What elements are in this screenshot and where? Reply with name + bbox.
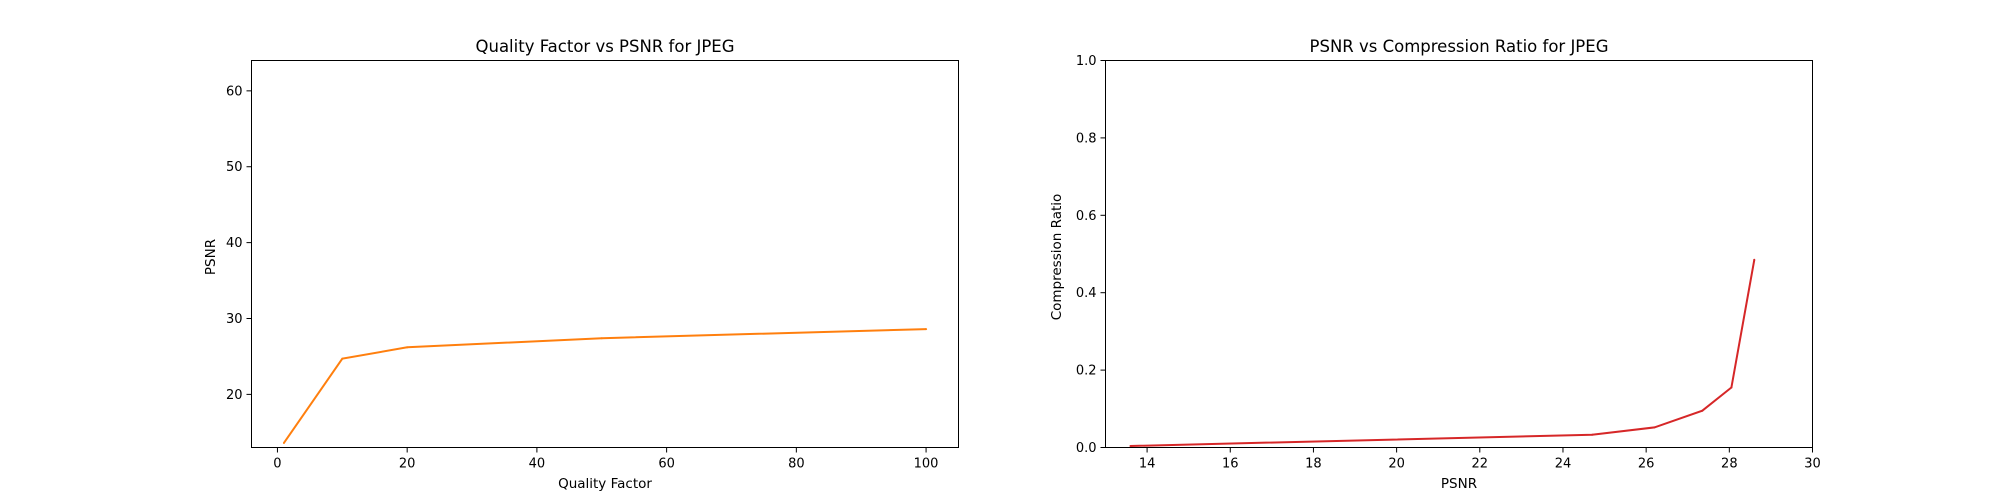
- left-ticks: 0 20 40 60 80 100 20 30 40 50 60: [226, 84, 939, 471]
- right-data-point: [1129, 444, 1132, 447]
- left-data-point: [925, 328, 928, 331]
- left-x-tick-label: 100: [914, 457, 939, 472]
- right-y-axis-label: Compression Ratio: [1049, 194, 1065, 321]
- right-y-tick-label: 1.0: [1076, 54, 1097, 69]
- right-plot: PSNR vs Compression Ratio for JPEG PSNR …: [1049, 37, 1821, 492]
- right-x-tick-label: 22: [1472, 457, 1489, 472]
- left-data-point: [600, 337, 603, 340]
- right-data-point: [1730, 386, 1733, 389]
- right-data-point: [1653, 426, 1656, 429]
- left-data-point: [406, 346, 409, 349]
- left-plot-frame: [251, 60, 959, 448]
- left-x-tick-label: 80: [788, 457, 805, 472]
- left-y-tick-label: 40: [226, 236, 243, 251]
- right-x-tick-label: 28: [1721, 457, 1738, 472]
- right-y-tick-label: 0.4: [1076, 286, 1097, 301]
- left-x-tick-label: 60: [658, 457, 675, 472]
- left-data-point: [341, 357, 344, 360]
- right-data-point: [1753, 258, 1756, 261]
- left-data-points: [282, 328, 928, 444]
- right-x-axis-label: PSNR: [1441, 476, 1477, 492]
- left-x-tick-label: 40: [529, 457, 546, 472]
- right-plot-frame: [1105, 60, 1813, 448]
- right-x-tick-label: 20: [1388, 457, 1405, 472]
- right-y-tick-label: 0.2: [1076, 364, 1097, 379]
- right-data-line: [1130, 259, 1756, 447]
- right-x-tick-label: 24: [1555, 457, 1572, 472]
- left-y-tick-label: 30: [226, 312, 243, 327]
- right-data-point: [1591, 433, 1594, 436]
- left-y-axis-label: PSNR: [203, 239, 219, 275]
- right-chart-title: PSNR vs Compression Ratio for JPEG: [1310, 37, 1609, 56]
- left-data-point: [282, 441, 285, 444]
- right-data-points: [1129, 258, 1756, 447]
- right-x-tick-label: 30: [1804, 457, 1821, 472]
- left-x-tick-label: 0: [273, 457, 281, 472]
- right-x-tick-label: 14: [1139, 457, 1156, 472]
- left-chart-title: Quality Factor vs PSNR for JPEG: [476, 37, 735, 56]
- left-y-tick-label: 60: [226, 84, 243, 99]
- left-y-tick-label: 50: [226, 160, 243, 175]
- right-y-tick-label: 0.8: [1076, 131, 1097, 146]
- right-x-tick-label: 26: [1638, 457, 1655, 472]
- left-x-tick-label: 20: [399, 457, 416, 472]
- left-data-line: [283, 328, 927, 444]
- right-ticks: 14 16 18 20 22 24 26 28 30 0.0 0.2 0.4 0.6 0.8 1.0: [1076, 54, 1821, 472]
- left-x-axis-label: Quality Factor: [558, 476, 652, 492]
- left-plot: Quality Factor vs PSNR for JPEG Quality …: [203, 37, 959, 492]
- right-data-point: [1701, 409, 1704, 412]
- right-x-tick-label: 16: [1222, 457, 1239, 472]
- left-y-tick-label: 20: [226, 388, 243, 403]
- right-y-tick-label: 0.0: [1076, 441, 1097, 456]
- right-y-tick-label: 0.6: [1076, 209, 1097, 224]
- right-x-tick-label: 18: [1305, 457, 1322, 472]
